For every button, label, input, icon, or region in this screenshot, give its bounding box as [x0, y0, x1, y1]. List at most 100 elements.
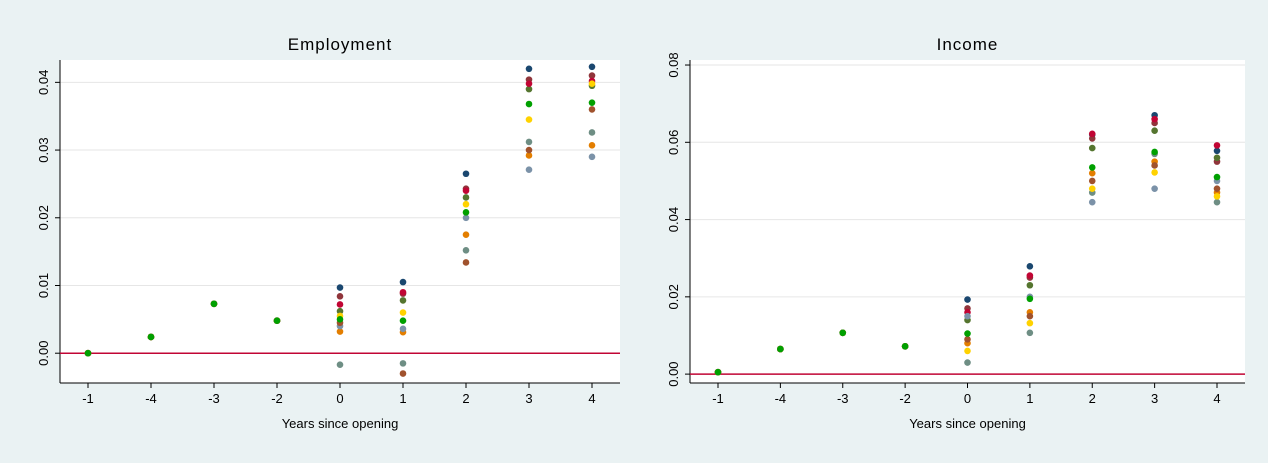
point [964, 359, 971, 366]
point [462, 200, 470, 208]
point [1088, 169, 1096, 177]
point [588, 129, 596, 136]
point [901, 342, 909, 350]
x-tick-label: -2 [899, 391, 911, 406]
x-tick-label: 1 [399, 391, 406, 406]
point [1151, 127, 1158, 135]
x-tick-label: 1 [1026, 391, 1033, 406]
point [525, 146, 533, 154]
point [1088, 185, 1096, 192]
point [462, 187, 470, 194]
x-tick-label: 2 [1089, 391, 1096, 406]
point [525, 166, 533, 173]
point [588, 80, 596, 88]
point [1151, 169, 1158, 176]
point [964, 347, 971, 355]
point [1213, 198, 1221, 206]
point [399, 297, 407, 304]
point [84, 349, 92, 357]
point [525, 80, 533, 88]
point [525, 65, 533, 73]
x-tick-label: 4 [588, 391, 595, 406]
y-tick-label: 0.04 [666, 207, 681, 232]
point [1213, 142, 1221, 149]
point [588, 99, 596, 106]
x-tick-label: 0 [964, 391, 971, 406]
point [525, 116, 533, 123]
point [399, 278, 407, 286]
point [1026, 295, 1034, 303]
point [1213, 193, 1221, 200]
y-tick-label: 0.08 [666, 52, 681, 77]
point [588, 72, 596, 79]
x-tick-label: -2 [271, 391, 283, 406]
point [399, 288, 407, 296]
point [336, 328, 344, 335]
x-tick-label: -1 [712, 391, 724, 406]
x-tick-label: 4 [1213, 391, 1220, 406]
point [1213, 154, 1221, 162]
point [462, 246, 470, 254]
point [1088, 164, 1096, 171]
point [210, 300, 218, 308]
x-axis-label: Years since opening [909, 416, 1026, 431]
x-tick-label: 2 [462, 391, 469, 406]
point [588, 142, 596, 149]
point [399, 325, 407, 333]
x-tick-label: 3 [1151, 391, 1158, 406]
point [964, 296, 971, 303]
point [336, 361, 344, 369]
point [462, 259, 470, 266]
point [964, 336, 971, 343]
point [336, 316, 344, 323]
point [1026, 329, 1034, 337]
point [714, 368, 722, 376]
y-tick-label: 0.02 [666, 284, 681, 309]
point [336, 284, 344, 291]
point [462, 170, 470, 178]
point [462, 194, 470, 201]
point [1088, 144, 1096, 152]
point [1088, 130, 1096, 138]
y-tick-label: 0.00 [36, 341, 51, 366]
point [462, 231, 470, 239]
point [462, 209, 470, 216]
point [1026, 312, 1034, 320]
x-tick-label: -4 [145, 391, 157, 406]
y-tick-label: 0.00 [666, 361, 681, 386]
x-tick-label: -1 [82, 391, 94, 406]
y-tick-label: 0.01 [36, 273, 51, 298]
point [399, 317, 407, 325]
point [336, 307, 344, 315]
point [525, 138, 533, 146]
x-tick-label: -3 [837, 391, 849, 406]
point [525, 152, 533, 159]
point [964, 312, 971, 320]
point [1026, 319, 1034, 327]
point [336, 293, 344, 300]
x-axis-label: Years since opening [282, 416, 399, 431]
point [399, 309, 407, 316]
point [588, 153, 596, 161]
point [1151, 148, 1158, 156]
point [1213, 173, 1221, 181]
point [964, 330, 971, 337]
point [1026, 281, 1034, 289]
chart-title: Income [937, 35, 999, 54]
y-tick-label: 0.03 [36, 137, 51, 162]
point [1213, 147, 1221, 155]
y-tick-label: 0.02 [36, 205, 51, 230]
point [839, 329, 847, 337]
point [399, 360, 407, 367]
point [1088, 177, 1096, 185]
point [588, 63, 596, 71]
x-tick-label: -4 [775, 391, 787, 406]
x-tick-label: 3 [525, 391, 532, 406]
point [1151, 115, 1158, 123]
point [1088, 135, 1096, 142]
point [336, 301, 344, 308]
y-tick-label: 0.06 [666, 130, 681, 155]
point [1088, 198, 1096, 206]
x-tick-label: -3 [208, 391, 220, 406]
